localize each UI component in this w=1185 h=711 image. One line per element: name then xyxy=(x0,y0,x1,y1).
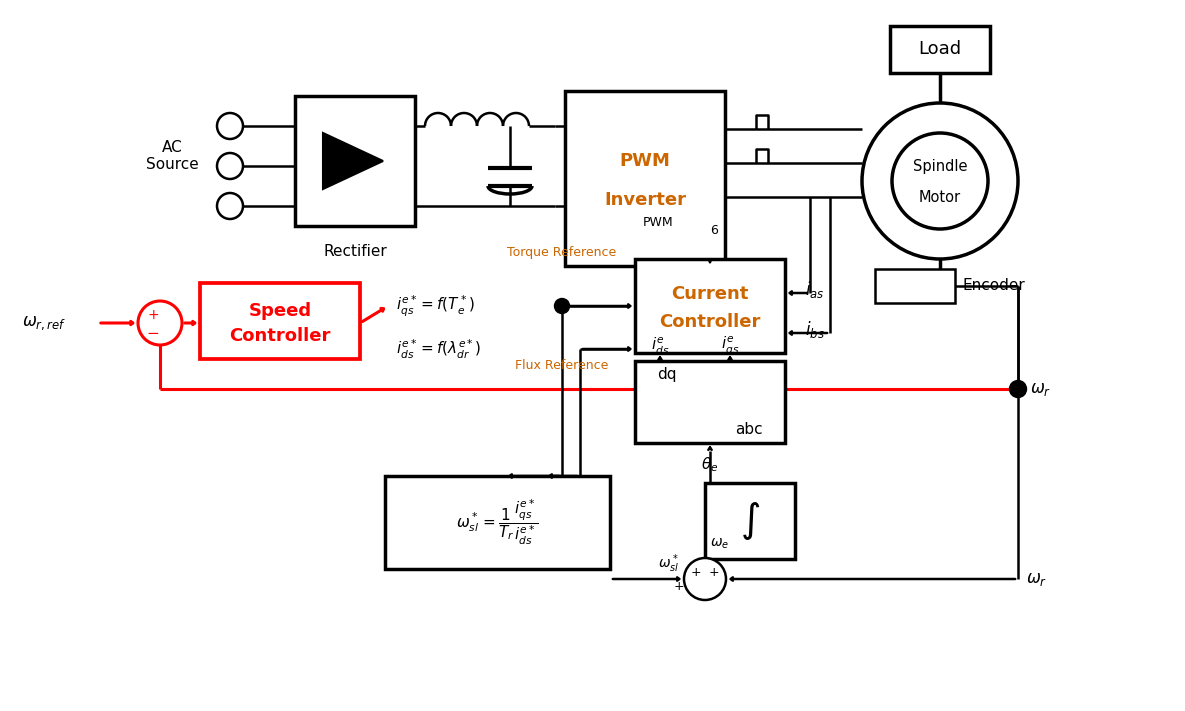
Text: Current: Current xyxy=(672,285,749,303)
Text: $i_{qs}^{e*} = f(T_e^*)$: $i_{qs}^{e*} = f(T_e^*)$ xyxy=(396,294,475,319)
Text: $\int$: $\int$ xyxy=(739,500,760,542)
Text: $i_{ds}^{e}$: $i_{ds}^{e}$ xyxy=(651,336,670,357)
Text: Speed: Speed xyxy=(249,302,312,320)
Text: Inverter: Inverter xyxy=(604,191,686,210)
FancyBboxPatch shape xyxy=(295,96,415,226)
FancyBboxPatch shape xyxy=(635,361,784,443)
Text: Rectifier: Rectifier xyxy=(324,244,386,259)
Text: Controller: Controller xyxy=(659,313,761,331)
FancyBboxPatch shape xyxy=(200,283,360,359)
FancyBboxPatch shape xyxy=(890,26,989,73)
Text: Encoder: Encoder xyxy=(963,279,1026,294)
Text: Motor: Motor xyxy=(918,191,961,205)
Text: PWM: PWM xyxy=(620,151,671,169)
Circle shape xyxy=(555,299,570,314)
Circle shape xyxy=(1010,380,1026,397)
Text: $\omega_{sl}^*$: $\omega_{sl}^*$ xyxy=(658,552,679,575)
Circle shape xyxy=(861,103,1018,259)
Text: $\omega_{sl}^* = \dfrac{1}{T_r}\dfrac{i_{qs}^{e*}}{i_{ds}^{e*}}$: $\omega_{sl}^* = \dfrac{1}{T_r}\dfrac{i_… xyxy=(456,498,538,547)
Text: $i_{bs}$: $i_{bs}$ xyxy=(805,319,825,339)
FancyBboxPatch shape xyxy=(875,269,955,303)
Text: $i_{qs}^{e}$: $i_{qs}^{e}$ xyxy=(720,334,739,357)
Text: dq: dq xyxy=(656,368,677,383)
Circle shape xyxy=(217,193,243,219)
Text: $\omega_{r,ref}$: $\omega_{r,ref}$ xyxy=(23,314,66,332)
Text: $\omega_e$: $\omega_e$ xyxy=(710,537,729,551)
Text: abc: abc xyxy=(736,422,763,437)
Polygon shape xyxy=(324,133,383,189)
Text: PWM: PWM xyxy=(642,217,673,230)
FancyBboxPatch shape xyxy=(565,91,725,266)
Text: Torque Reference: Torque Reference xyxy=(507,246,616,259)
Text: $\theta_e$: $\theta_e$ xyxy=(702,455,718,474)
FancyBboxPatch shape xyxy=(705,483,795,559)
Text: Flux Reference: Flux Reference xyxy=(515,359,609,372)
Circle shape xyxy=(217,113,243,139)
Text: Spindle: Spindle xyxy=(912,159,967,174)
FancyBboxPatch shape xyxy=(635,259,784,353)
Circle shape xyxy=(892,133,988,229)
Text: $i_{ds}^{e*} = f(\lambda_{dr}^{e*})$: $i_{ds}^{e*} = f(\lambda_{dr}^{e*})$ xyxy=(396,338,481,360)
Text: $i_{as}$: $i_{as}$ xyxy=(805,279,825,299)
Text: 6: 6 xyxy=(710,225,718,237)
Text: $\omega_r$: $\omega_r$ xyxy=(1026,570,1048,588)
Text: AC
Source: AC Source xyxy=(146,140,198,172)
Circle shape xyxy=(137,301,182,345)
Circle shape xyxy=(684,558,726,600)
Circle shape xyxy=(217,153,243,179)
FancyBboxPatch shape xyxy=(385,476,610,569)
Text: +: + xyxy=(709,565,719,579)
Text: +: + xyxy=(674,580,684,594)
Text: Controller: Controller xyxy=(230,327,331,345)
Text: −: − xyxy=(147,326,159,341)
Text: +: + xyxy=(147,308,159,322)
Text: Load: Load xyxy=(918,41,961,58)
Text: +: + xyxy=(691,565,702,579)
Text: $\omega_r$: $\omega_r$ xyxy=(1030,380,1051,398)
